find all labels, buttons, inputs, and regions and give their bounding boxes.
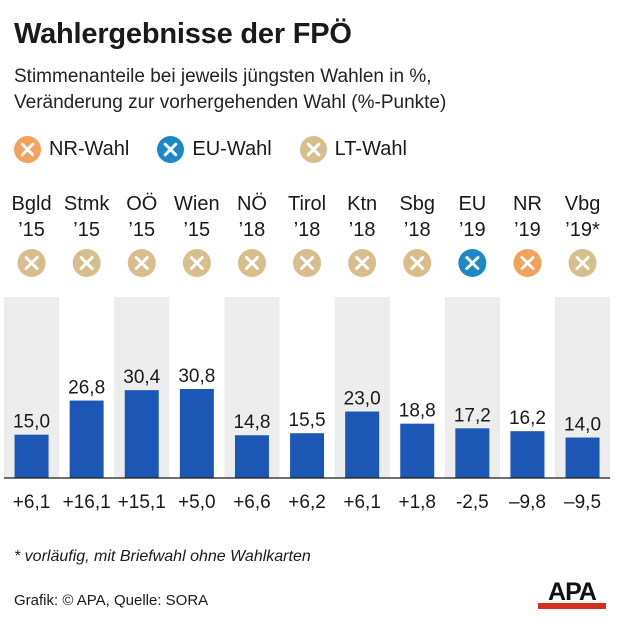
x-circle-icon [72,249,101,277]
x-circle-icon [513,249,542,277]
bar [69,400,104,478]
category-label: Tirol [288,193,326,215]
logo-underline [538,603,606,609]
value-label: 30,4 [123,367,160,388]
year-label: ’18 [349,219,376,241]
year-label: ’19 [514,219,541,241]
legend-label: LT-Wahl [334,137,407,160]
change-label: +15,1 [118,492,166,513]
year-label: ’19* [565,219,600,241]
x-circle-icon [348,249,377,277]
change-label: –9,5 [564,492,601,513]
source-credit: Grafik: © APA, Quelle: SORA [14,592,209,609]
value-label: 15,5 [289,410,326,431]
year-label: ’15 [73,219,100,241]
bar [455,428,490,478]
category-label: EU [458,193,486,215]
category-label: Sbg [399,193,435,215]
footnote: * vorläufig, mit Briefwahl ohne Wahlkart… [14,548,311,565]
bar [290,433,325,478]
category-label: Vbg [565,193,601,215]
value-label: 30,8 [178,366,215,387]
year-label: ’15 [18,219,45,241]
value-label: 14,0 [564,415,601,436]
change-label: –9,8 [509,492,546,513]
x-circle-icon [127,249,156,277]
x-circle-icon [157,135,185,163]
x-circle-icon [458,249,487,277]
category-label: Stmk [64,193,111,215]
chart-title: Wahlergebnisse der FPÖ [14,18,352,50]
bar [510,431,545,478]
legend-item-lt: LT-Wahl [299,135,407,163]
bar [234,435,269,478]
x-circle-icon [403,249,432,277]
category-label: NR [513,193,542,215]
year-label: ’15 [128,219,155,241]
bar [400,423,435,478]
value-label: 23,0 [344,389,381,410]
category-label: Ktn [347,193,377,215]
value-label: 14,8 [233,412,270,433]
column-shade [555,297,611,478]
year-label: ’18 [404,219,431,241]
legend-item-eu: EU-Wahl [157,135,272,163]
category-label: OÖ [126,193,157,215]
x-circle-icon [182,249,211,277]
chart-subtitle-line-1: Stimmenanteile bei jeweils jüngsten Wahl… [14,66,432,87]
year-label: ’18 [294,219,321,241]
change-label: +1,8 [398,492,436,513]
year-label: ’19 [459,219,486,241]
change-label: +16,1 [63,492,111,513]
change-label: +6,2 [288,492,326,513]
legend: NR-Wahl EU-Wahl LT-Wahl [14,134,435,164]
bar [565,437,600,478]
value-label: 15,0 [13,412,50,433]
category-label: Bgld [12,193,52,215]
bar [345,411,380,478]
legend-label: NR-Wahl [49,137,130,160]
change-label: +5,0 [178,492,216,513]
column-shade [4,297,60,478]
bar [124,390,159,478]
year-label: ’18 [239,219,266,241]
value-label: 16,2 [509,408,546,429]
bar [14,434,49,478]
x-circle-icon [17,249,46,277]
value-label: 26,8 [68,378,105,399]
column-shade [224,297,280,478]
column-shade [114,297,170,478]
category-label: Wien [174,193,220,215]
category-label: NÖ [237,193,267,215]
change-label: +6,1 [343,492,381,513]
x-circle-icon [293,249,322,277]
column-shade [444,297,500,478]
logo-text: APA [548,578,597,606]
bar [179,389,214,478]
x-circle-icon [568,249,597,277]
x-circle-icon [299,135,327,163]
column-shade [334,297,390,478]
x-circle-icon [14,135,41,163]
apa-logo: APA [538,578,606,609]
value-label: 18,8 [399,401,436,422]
value-label: 17,2 [454,405,491,426]
legend-item-nr: NR-Wahl [14,135,130,163]
year-label: ’15 [183,219,210,241]
x-circle-icon [237,249,266,277]
chart-subtitle-line-2: Veränderung zur vorhergehenden Wahl (%-P… [14,92,447,113]
legend-label: EU-Wahl [192,137,272,160]
change-label: -2,5 [456,492,489,513]
change-label: +6,1 [13,492,51,513]
change-label: +6,6 [233,492,271,513]
